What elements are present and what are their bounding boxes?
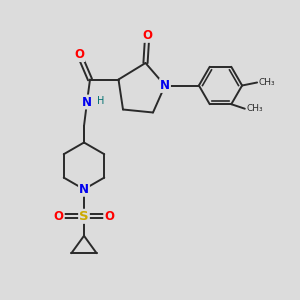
Text: O: O bbox=[104, 210, 114, 223]
Text: N: N bbox=[160, 79, 170, 92]
Text: CH₃: CH₃ bbox=[246, 104, 263, 113]
Text: N: N bbox=[82, 95, 92, 109]
Text: O: O bbox=[74, 48, 85, 61]
Text: H: H bbox=[97, 95, 104, 106]
Text: S: S bbox=[79, 210, 89, 223]
Text: O: O bbox=[142, 29, 152, 42]
Text: O: O bbox=[54, 210, 64, 223]
Text: N: N bbox=[79, 183, 89, 196]
Text: CH₃: CH₃ bbox=[259, 78, 275, 87]
